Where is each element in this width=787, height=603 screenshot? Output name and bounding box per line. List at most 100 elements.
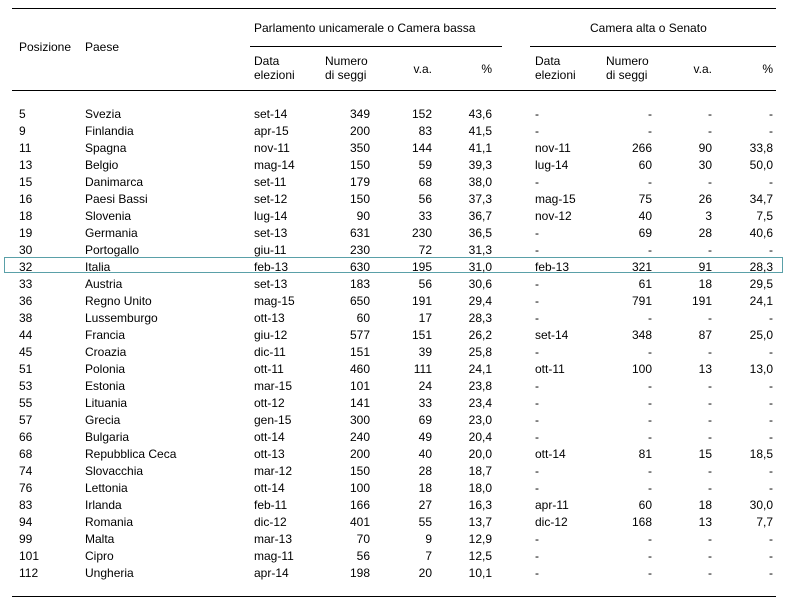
lower-pct-cell: 10,1 [468,566,492,580]
position-cell: 44 [19,328,33,342]
lower-date-cell: apr-15 [254,124,289,138]
header-date-lower-1: Data [254,54,280,68]
lower-va-cell: 17 [418,311,432,325]
lower-va-cell: 191 [411,294,432,308]
upper-pct-cell: - [769,566,773,580]
country-cell: Slovacchia [85,464,144,478]
upper-pct-cell: 30,0 [749,498,773,512]
lower-pct-cell: 23,4 [468,396,492,410]
upper-pct-cell: - [769,464,773,478]
upper-va-cell: 13 [698,362,712,376]
lower-date-cell: ott-12 [254,396,285,410]
lower-date-cell: giu-12 [254,328,288,342]
header-date-lower-2: elezioni [254,68,295,82]
upper-date-cell: - [535,175,539,189]
header-lower-house: Parlamento unicamerale o Camera bassa [254,21,476,35]
table-row: 33 Austria set-13 183 56 30,6 - 61 18 29,5 [0,276,787,293]
upper-pct-cell: - [769,413,773,427]
header-date-upper-1: Data [535,54,561,68]
upper-seats-cell: - [648,311,652,325]
position-cell: 9 [19,124,26,138]
lower-va-cell: 151 [411,328,432,342]
table-row: 55 Lituania ott-12 141 33 23,4 - - - - [0,395,787,412]
upper-va-cell: - [708,481,712,495]
lower-va-cell: 69 [418,413,432,427]
lower-seats-cell: 577 [349,328,370,342]
upper-pct-cell: 33,8 [749,141,773,155]
upper-date-cell: dic-12 [535,515,568,529]
header-position: Posizione [19,40,72,54]
bottom-rule [12,596,776,597]
table-row: 18 Slovenia lug-14 90 33 36,7 nov-12 40 3 7,5 [0,208,787,225]
country-cell: Italia [85,260,111,274]
lower-pct-cell: 16,3 [468,498,492,512]
country-cell: Lituania [85,396,128,410]
lower-date-cell: set-12 [254,192,288,206]
country-cell: Regno Unito [85,294,152,308]
upper-date-cell: - [535,566,539,580]
lower-pct-cell: 39,3 [468,158,492,172]
lower-va-cell: 33 [418,396,432,410]
upper-va-cell: - [708,243,712,257]
country-cell: Croazia [85,345,127,359]
table-row: 19 Germania set-13 631 230 36,5 - 69 28 40,6 [0,225,787,242]
lower-va-cell: 56 [418,192,432,206]
lower-date-cell: gen-15 [254,413,292,427]
upper-date-cell: nov-12 [535,209,572,223]
upper-pct-cell: - [769,481,773,495]
position-cell: 57 [19,413,33,427]
lower-va-cell: 195 [411,260,432,274]
upper-pct-cell: 50,0 [749,158,773,172]
lower-seats-cell: 150 [349,158,370,172]
lower-va-cell: 72 [418,243,432,257]
country-cell: Austria [85,277,123,291]
table-row: 76 Lettonia ott-14 100 18 18,0 - - - - [0,480,787,497]
country-cell: Repubblica Ceca [85,447,177,461]
lower-pct-cell: 13,7 [468,515,492,529]
lower-va-cell: 111 [413,362,432,376]
upper-pct-cell: 28,3 [749,260,773,274]
lower-pct-cell: 23,0 [468,413,492,427]
lower-date-cell: dic-12 [254,515,287,529]
lower-pct-cell: 18,0 [468,481,492,495]
upper-seats-cell: - [648,566,652,580]
lower-pct-cell: 28,3 [468,311,492,325]
upper-va-cell: 30 [698,158,712,172]
country-cell: Paesi Bassi [85,192,148,206]
lower-pct-cell: 23,8 [468,379,492,393]
header-upper-house: Camera alta o Senato [590,21,707,35]
upper-va-cell: 15 [698,447,712,461]
lower-date-cell: ott-14 [254,481,285,495]
table-body: 5 Svezia set-14 349 152 43,6- - - -9 Finlandia apr… [0,106,787,582]
lower-date-cell: feb-13 [254,260,289,274]
lower-va-cell: 39 [418,345,432,359]
table-row: 44 Francia giu-12 577 151 26,2 set-14 348 87 25,0 [0,327,787,344]
country-cell: Danimarca [85,175,144,189]
header-country: Paese [85,40,120,54]
table-row: 83 Irlanda feb-11 166 27 16,3 apr-11 60 18 30,0 [0,497,787,514]
upper-va-cell: - [708,379,712,393]
upper-va-cell: 87 [698,328,712,342]
position-cell: 15 [19,175,33,189]
upper-seats-cell: - [648,532,652,546]
position-cell: 18 [19,209,33,223]
country-cell: Irlanda [85,498,122,512]
table-row: 74 Slovacchia mar-12 150 28 18,7 - - - - [0,463,787,480]
lower-pct-cell: 41,1 [468,141,492,155]
upper-seats-cell: - [648,413,652,427]
country-cell: Francia [85,328,126,342]
upper-house-rule [530,46,776,47]
upper-seats-cell: 60 [638,158,652,172]
lower-seats-cell: 401 [349,515,370,529]
lower-va-cell: 40 [418,447,432,461]
country-cell: Belgio [85,158,119,172]
upper-pct-cell: 7,5 [756,209,773,223]
lower-date-cell: ott-14 [254,430,285,444]
position-cell: 32 [19,260,33,274]
lower-date-cell: mar-13 [254,532,293,546]
lower-seats-cell: 630 [349,260,370,274]
lower-pct-cell: 29,4 [468,294,492,308]
upper-seats-cell: - [648,464,652,478]
upper-date-cell: ott-14 [535,447,566,461]
country-cell: Cipro [85,549,114,563]
